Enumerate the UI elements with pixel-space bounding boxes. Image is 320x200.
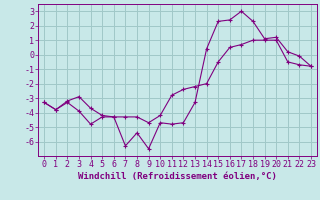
X-axis label: Windchill (Refroidissement éolien,°C): Windchill (Refroidissement éolien,°C): [78, 172, 277, 181]
